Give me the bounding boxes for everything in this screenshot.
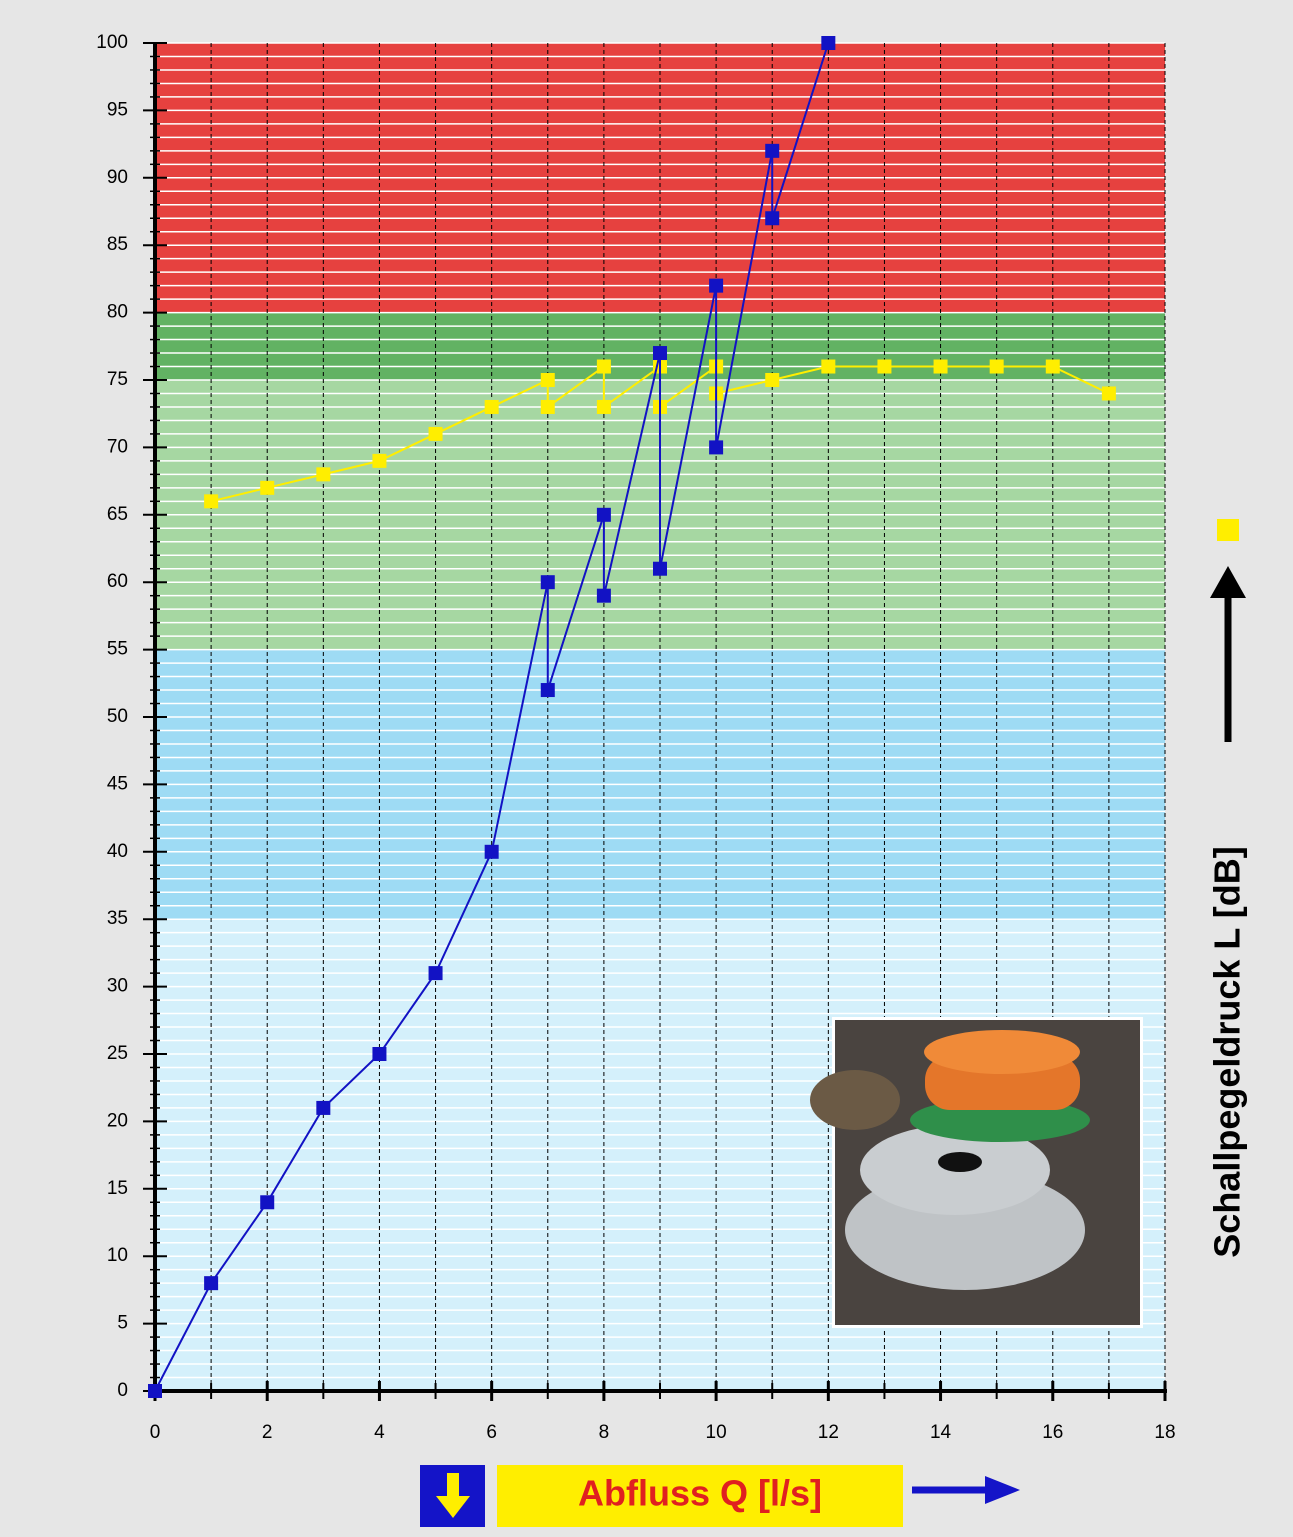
point bbox=[877, 359, 892, 374]
y-tick-label: 20 bbox=[107, 1110, 128, 1131]
y-tick-label: 35 bbox=[107, 908, 128, 929]
point bbox=[596, 359, 611, 374]
y-tick-label: 75 bbox=[107, 369, 128, 390]
y-tick-label: 100 bbox=[96, 32, 128, 53]
point bbox=[596, 399, 611, 414]
point bbox=[204, 494, 219, 509]
point bbox=[765, 211, 780, 226]
y-tick-label: 30 bbox=[107, 976, 128, 997]
point bbox=[316, 1100, 331, 1115]
legend-marker bbox=[1217, 519, 1239, 541]
y-tick-label: 95 bbox=[107, 99, 128, 120]
y-tick-label: 80 bbox=[107, 302, 128, 323]
y-tick-label: 70 bbox=[107, 436, 128, 457]
point bbox=[709, 278, 724, 293]
point bbox=[316, 467, 331, 482]
x-tick-label: 2 bbox=[262, 1422, 273, 1443]
point bbox=[933, 359, 948, 374]
x-tick-label: 14 bbox=[930, 1422, 952, 1443]
point bbox=[653, 561, 667, 576]
point bbox=[765, 373, 780, 387]
point bbox=[596, 507, 611, 522]
y-tick-label: 40 bbox=[107, 841, 128, 862]
y-tick-label: 25 bbox=[107, 1043, 128, 1064]
point bbox=[148, 1384, 162, 1398]
point bbox=[540, 575, 555, 590]
y-tick-label: 5 bbox=[117, 1313, 128, 1334]
x-tick-label: 4 bbox=[374, 1422, 385, 1443]
point bbox=[540, 399, 555, 414]
y-tick-label: 85 bbox=[107, 234, 128, 255]
y-tick-label: 50 bbox=[107, 706, 128, 727]
point bbox=[653, 346, 667, 361]
y-arrow bbox=[1210, 566, 1246, 742]
point bbox=[260, 480, 275, 495]
point bbox=[204, 1276, 219, 1291]
point bbox=[484, 399, 499, 414]
point bbox=[1101, 386, 1116, 401]
point bbox=[989, 359, 1004, 374]
point bbox=[428, 426, 443, 441]
y-tick-label: 45 bbox=[107, 773, 128, 794]
x-axis-title: Abfluss Q [l/s] bbox=[578, 1473, 822, 1514]
point bbox=[260, 1195, 275, 1210]
point bbox=[540, 373, 555, 387]
point bbox=[709, 440, 724, 455]
y-tick-label: 10 bbox=[107, 1245, 128, 1266]
x-tick-label: 18 bbox=[1154, 1422, 1175, 1443]
y-tick-label: 65 bbox=[107, 504, 128, 525]
point bbox=[428, 966, 443, 981]
x-tick-label: 8 bbox=[599, 1422, 610, 1443]
y-tick-label: 0 bbox=[117, 1380, 128, 1401]
point bbox=[596, 588, 611, 603]
y-tick-label: 60 bbox=[107, 571, 128, 592]
y-tick-label: 90 bbox=[107, 167, 128, 188]
x-tick-label: 16 bbox=[1042, 1422, 1063, 1443]
point bbox=[484, 844, 499, 859]
y-axis-title: Schallpegeldruck L [dB] bbox=[1207, 846, 1248, 1257]
photo bbox=[810, 1017, 1143, 1328]
x-tick-label: 0 bbox=[150, 1422, 161, 1443]
x-tick-label: 12 bbox=[818, 1422, 839, 1443]
point bbox=[821, 36, 836, 50]
x-tick-label: 6 bbox=[486, 1422, 497, 1443]
series-line bbox=[154, 42, 830, 1392]
point bbox=[821, 359, 836, 374]
y-tick-label: 15 bbox=[107, 1178, 128, 1199]
point bbox=[372, 1047, 387, 1061]
point bbox=[1045, 359, 1060, 374]
y-tick-label: 55 bbox=[107, 639, 128, 660]
point bbox=[372, 453, 387, 468]
x-title-box bbox=[497, 1465, 903, 1527]
x-arrow bbox=[912, 1476, 1020, 1504]
x-tick-label: 10 bbox=[706, 1422, 727, 1443]
plot-area: 0510152025303540455055606570758085909510… bbox=[96, 32, 1175, 1443]
point bbox=[540, 683, 555, 698]
point bbox=[765, 143, 780, 158]
x-arrow-box bbox=[420, 1465, 485, 1527]
